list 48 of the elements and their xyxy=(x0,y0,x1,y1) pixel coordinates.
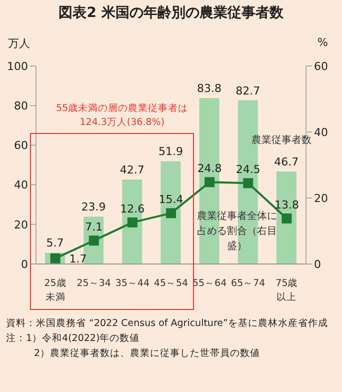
x-tick-label: 75歳以上 xyxy=(276,277,298,303)
data-label: 51.9 xyxy=(158,145,183,158)
data-label: 13.8 xyxy=(274,198,299,212)
data-label: 24.5 xyxy=(236,163,260,176)
data-label: 5.7 xyxy=(46,236,64,250)
series-label: 農業従事者全体に占める割合（右目盛） xyxy=(196,210,278,254)
data-label: 15.4 xyxy=(158,193,184,206)
y2-tick-label: 0 xyxy=(314,258,321,271)
x-tick-label: 65～74 xyxy=(231,278,266,289)
text: 注：1）令和4(2022)年の数値 xyxy=(6,332,141,346)
y-tick-label: 20 xyxy=(14,218,28,232)
data-label: 46.7 xyxy=(274,156,299,169)
point xyxy=(243,178,254,188)
text: 資料：米国農務省 “2022 Census of Agriculture”を基に農林水産省作成 xyxy=(6,317,329,331)
data-label: 83.8 xyxy=(197,82,222,96)
y-tick-label: 80 xyxy=(14,100,28,113)
data-label: 12.6 xyxy=(120,202,145,216)
data-label: 7.1 xyxy=(85,220,103,234)
y-tick-label: 60 xyxy=(14,139,28,152)
text: 2）農業従事者数は、農業に従事した世帯員の数値 xyxy=(33,347,262,361)
y2-axis-title: % xyxy=(318,36,328,49)
bar xyxy=(160,161,181,264)
point xyxy=(127,217,138,228)
annotation: 55歳未満の層の農業従事者は 124.3万人(36.8%) xyxy=(55,102,190,130)
series-label: 農業従事者数 xyxy=(251,135,312,146)
x-tick-label: 45～54 xyxy=(154,278,188,289)
y-tick-label: 40 xyxy=(14,178,28,192)
data-label: 82.7 xyxy=(236,84,260,98)
point xyxy=(166,208,176,218)
x-tick-label: 25歳未満 xyxy=(44,277,66,303)
data-label: 1.7 xyxy=(69,252,87,266)
x-tick-label: 25～34 xyxy=(76,278,111,289)
bar xyxy=(276,172,296,264)
y-tick-label: 100 xyxy=(7,60,28,73)
data-label: 24.8 xyxy=(197,162,222,176)
y2-tick-label: 20 xyxy=(314,192,328,205)
point xyxy=(282,213,292,224)
bar xyxy=(122,179,142,264)
x-tick-label: 35～44 xyxy=(115,278,150,289)
data-label: 42.7 xyxy=(120,163,144,176)
y2-tick-label: 40 xyxy=(314,126,328,139)
data-label: 23.9 xyxy=(81,200,106,214)
point xyxy=(88,236,99,246)
chart-title: 図表2 米国の年齢別の農業従事者数 xyxy=(58,4,284,22)
y2-tick-label: 60 xyxy=(314,60,328,73)
y-tick-label: 0 xyxy=(21,258,28,271)
y-axis-title: 万人 xyxy=(8,36,30,51)
point xyxy=(204,177,215,188)
